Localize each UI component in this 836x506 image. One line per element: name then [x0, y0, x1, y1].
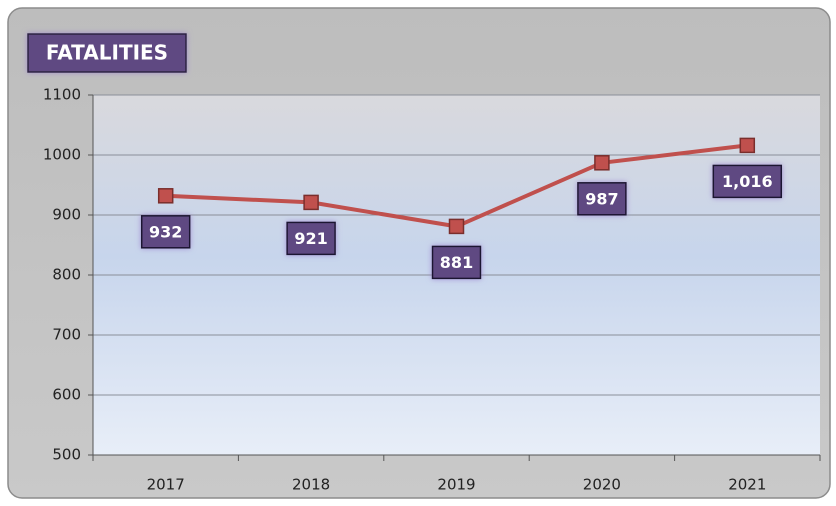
x-tick-label: 2020	[583, 476, 621, 494]
y-tick-label: 700	[52, 326, 81, 344]
data-label: 1,016	[722, 172, 773, 191]
title-box	[27, 33, 187, 73]
data-label-box	[140, 215, 191, 249]
data-marker	[448, 218, 465, 235]
x-tick-label: 2021	[728, 476, 766, 494]
y-tick-label: 600	[52, 386, 81, 404]
data-label-box	[431, 245, 482, 280]
x-tick-label: 2018	[292, 476, 330, 494]
data-label: 921	[294, 229, 327, 248]
data-marker	[594, 155, 610, 171]
data-label: 987	[585, 189, 618, 208]
y-tick-label: 800	[52, 266, 81, 284]
x-tick-label: 2017	[147, 476, 185, 494]
data-label-box	[577, 182, 627, 216]
y-tick-label: 500	[52, 446, 81, 464]
marks: 932 921 881 987 1,016	[140, 137, 783, 280]
data-label-box	[712, 164, 783, 199]
data-marker	[157, 188, 174, 204]
y-tick-label: 900	[52, 206, 81, 224]
data-label: 932	[149, 222, 182, 241]
data-label: 881	[440, 253, 473, 272]
chart-title: FATALITIES	[46, 41, 168, 65]
y-tick-label: 1000	[43, 146, 81, 164]
data-marker	[739, 137, 756, 154]
data-marker	[303, 194, 319, 211]
data-label-box	[286, 221, 336, 256]
x-tick-label: 2019	[437, 476, 475, 494]
y-tick-label: 1100	[43, 86, 81, 104]
